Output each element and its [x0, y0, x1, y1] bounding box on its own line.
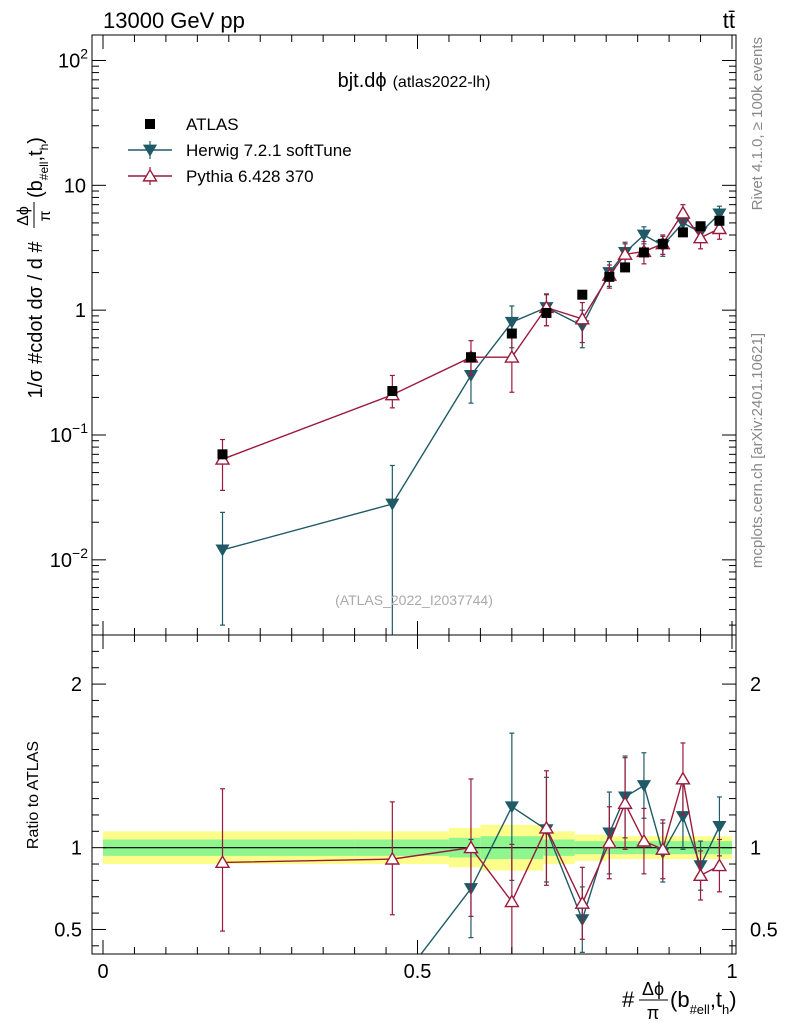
side-label-rivet: Rivet 4.1.0, ≥ 100k events [749, 37, 766, 210]
chart-title-main: bjt.dϕ [338, 70, 387, 92]
atlas-data-marker [387, 386, 398, 397]
herwig-main-marker [636, 229, 651, 242]
main-y-axis-label: 1/σ #cdot dσ / d # Δϕ π (b#ell,th) [15, 137, 54, 398]
pythia-main-marker [711, 221, 728, 235]
pythia-ratio-marker [384, 851, 401, 865]
pythia-ratio-marker [601, 835, 618, 849]
herwig-ratio-marker [386, 987, 398, 997]
atlas-data-marker [604, 271, 615, 282]
legend: ATLAS Herwig 7.2.1 softTune Pythia 6.428 3… [128, 115, 352, 186]
main-y-tick-label: 1 [75, 300, 86, 322]
pythia-ratio-marker [692, 867, 709, 882]
legend-marker-atlas [145, 119, 155, 129]
herwig-main-marker [712, 208, 727, 221]
pythia-ratio-marker [617, 795, 633, 810]
x-axis-label-args: (b#ell,th) [670, 987, 737, 1017]
pythia-ratio-marker [574, 895, 591, 909]
legend-label: Herwig 7.2.1 softTune [186, 141, 352, 160]
x-tick-label: 0.5 [404, 961, 432, 983]
x-tick-label: 1 [726, 961, 737, 983]
ratio-y-tick-label-left: 2 [71, 674, 82, 696]
main-panel: 10−2 10−1 1 10 102 bjt.dϕ (atlas2022-lh) ATLA… [50, 34, 737, 636]
pythia-ratio-marker [463, 840, 479, 854]
main-y-tick-label: 10−2 [50, 545, 88, 572]
pythia-ratio-marker [504, 894, 520, 908]
pythia-ratio-marker [538, 820, 555, 834]
ratio-y-axis-label: Ratio to ATLAS [25, 741, 42, 849]
legend-marker-pythia [142, 168, 158, 182]
ratio-y-tick-label-right: 2 [750, 674, 761, 696]
herwig-ratio-marker [504, 801, 519, 814]
chart-subtitle: (atlas2022-lh) [393, 74, 491, 91]
side-label-mcplots: mcplots.cern.ch [arXiv:2401.10621] [749, 333, 766, 568]
herwig-main-marker [504, 316, 519, 329]
ratio-y-tick-label-right: 1 [750, 838, 761, 860]
pythia-ratio-marker [636, 833, 652, 847]
legend-label: ATLAS [186, 115, 239, 134]
atlas-data-marker [657, 238, 668, 249]
pythia-main-marker [617, 246, 633, 260]
x-axis-label: # Δϕ π (b#ell,th) [622, 979, 737, 1023]
pythia-ratio-marker [214, 854, 231, 868]
legend-marker-herwig [142, 144, 158, 157]
ratio-y-tick-label-left: 1 [71, 838, 82, 860]
atlas-data-marker [714, 215, 725, 226]
x-axis-label-hash: # [622, 987, 635, 1012]
main-y-axis-fraction-den: π [37, 210, 54, 221]
atlas-data-marker [695, 221, 706, 232]
main-y-tick-label: 10 [64, 175, 86, 197]
watermark-label: (ATLAS_2022_I2037744) [335, 592, 493, 608]
header-process-label: tt̄ [723, 8, 735, 33]
herwig-ratio-marker [712, 820, 727, 833]
ratio-panel: 0.5 0.5 1 1 2 2 0 0.5 1 [54, 634, 778, 997]
atlas-data-marker [217, 449, 228, 460]
ratio-y-tick-label-right: 0.5 [750, 919, 778, 941]
pythia-ratio-marker [675, 771, 691, 785]
pythia-main-marker [675, 205, 691, 219]
herwig-ratio-marker [636, 780, 651, 793]
ratio-y-tick-label-left: 0.5 [54, 919, 82, 941]
atlas-data-marker [677, 227, 688, 238]
herwig-main-marker [385, 498, 400, 511]
legend-label: Pythia 6.428 370 [186, 167, 314, 186]
pythia-main-marker [692, 230, 709, 244]
main-y-tick-label: 102 [58, 45, 88, 72]
pythia-ratio-marker [711, 858, 728, 872]
pythia-main-marker [504, 349, 520, 363]
herwig-ratio-marker [217, 977, 229, 987]
pythia-main-marker [574, 311, 591, 325]
atlas-data-marker [577, 289, 588, 300]
main-y-tick-label: 10−1 [50, 420, 88, 447]
pythia-ratio-marker [655, 841, 671, 855]
atlas-data-marker [506, 328, 517, 339]
atlas-data-marker [465, 352, 476, 363]
main-y-axis-text-right: (b#ell,th) [25, 137, 51, 198]
main-y-axis-fraction-num: Δϕ [15, 206, 32, 226]
x-tick-label: 0 [97, 961, 108, 983]
atlas-data-marker [638, 247, 649, 258]
header-energy-label: 13000 GeV pp [103, 8, 245, 33]
chart-title: bjt.dϕ (atlas2022-lh) [338, 70, 491, 92]
ratio-frame [91, 634, 737, 955]
herwig-main-marker [215, 544, 230, 557]
atlas-data-marker [620, 262, 631, 273]
x-axis-fraction-den: π [647, 1003, 659, 1023]
atlas-data-marker [541, 307, 552, 318]
main-y-axis-text-left: 1/σ #cdot dσ / d # [25, 241, 47, 399]
x-axis-fraction-num: Δϕ [642, 979, 664, 999]
